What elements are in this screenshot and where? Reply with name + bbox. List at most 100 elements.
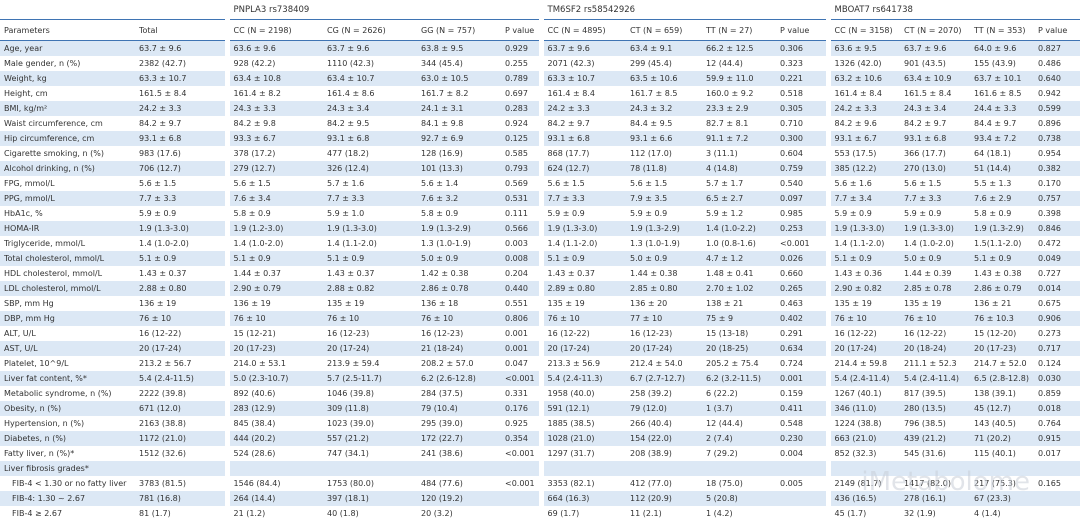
cell: 24.3 ± 3.2 <box>626 100 703 116</box>
cell: 6 (22.2) <box>706 388 738 398</box>
cell: 24.2 ± 3.3 <box>135 100 227 116</box>
cell: 76 ± 10 <box>825 310 901 326</box>
cell: 82.7 ± 8.1 <box>706 118 749 128</box>
cell: 63.7 ± 10.1 <box>970 70 1035 86</box>
row-label: Triglyceride, mmol/L <box>4 238 86 248</box>
cell: 1.43 ± 0.36 <box>825 265 901 281</box>
cell: 0.896 <box>1038 118 1061 128</box>
cell: 40 (1.8) <box>327 508 359 518</box>
cell: 0.159 <box>780 388 803 398</box>
cell: 0.640 <box>1034 70 1080 86</box>
cell: 378 (17.2) <box>224 145 323 161</box>
cell: 6.2 (2.6-12.8) <box>417 370 501 386</box>
cell: 0.265 <box>776 280 829 296</box>
row-label: Fatty liver, n (%)* <box>4 448 75 458</box>
cell: 0.724 <box>780 358 803 368</box>
cell: 20 (17-24) <box>538 340 627 356</box>
table-row: Total cholesterol, mmol/L 5.1 ± 0.9 5.1 ± … <box>0 250 1080 266</box>
cell: 0.003 <box>505 238 528 248</box>
cell: 0.472 <box>1038 238 1061 248</box>
cell: 20 (17-23) <box>970 340 1035 356</box>
column-header: CC (N = 3158) <box>825 19 901 41</box>
cell: 79 (12.0) <box>626 400 703 416</box>
cell: 0.846 <box>1034 220 1080 236</box>
cell: 5.8 ± 0.9 <box>974 208 1012 218</box>
empty-cell <box>626 460 703 476</box>
cell: 0.323 <box>780 58 803 68</box>
cell: 59.9 ± 11.0 <box>702 70 777 86</box>
cell: 2.85 ± 0.78 <box>900 280 971 296</box>
cell: 21 (1.2) <box>224 505 323 521</box>
cell: 5.8 ± 0.9 <box>421 208 459 218</box>
cell: 0.486 <box>1038 58 1061 68</box>
cell: 161.7 ± 8.2 <box>421 88 469 98</box>
empty-cell <box>501 460 542 476</box>
cell: 0.283 <box>501 100 542 116</box>
cell: 0.165 <box>1038 478 1061 488</box>
cell: 136 ± 19 <box>224 295 323 311</box>
cell: 213.3 ± 56.9 <box>538 355 627 371</box>
table-row: Liver fibrosis grades* <box>0 460 1080 476</box>
cell: 136 ± 20 <box>630 298 668 308</box>
cell: 439 (21.2) <box>900 430 971 446</box>
column-header: P value <box>501 19 542 41</box>
table-row: Fatty liver, n (%)* 1512 (32.6) 524 (28.6)… <box>0 445 1080 461</box>
cell: 1.4 (1.1-2.0) <box>825 235 901 251</box>
table-row: DBP, mm Hg 76 ± 10 76 ± 10 76 ± 10 76 ± 10 0.… <box>0 310 1080 326</box>
column-header: CG (N = 2626) <box>323 19 417 41</box>
cell: 0.985 <box>780 208 803 218</box>
cell: 868 (17.7) <box>538 145 627 161</box>
table-row: Height, cm 161.5 ± 8.4 161.4 ± 8.2 161.4 ± … <box>0 85 1080 101</box>
cell: 161.4 ± 8.2 <box>224 85 323 101</box>
cell: 5.9 ± 0.9 <box>139 208 177 218</box>
table-row: Weight, kg 63.3 ± 10.7 63.4 ± 10.8 63.4 ± 1… <box>0 70 1080 86</box>
cell: 591 (12.1) <box>538 400 627 416</box>
table-row: SBP, mm Hg 136 ± 19 136 ± 19 135 ± 19 136 ± … <box>0 295 1080 311</box>
cell: 136 ± 21 <box>974 298 1012 308</box>
cell: 212.4 ± 54.0 <box>630 358 683 368</box>
cell: 7.6 ± 3.4 <box>224 190 323 206</box>
column-header: TT (N = 353) <box>970 19 1035 41</box>
cell: 84.2 ± 9.6 <box>825 115 901 131</box>
cell: 0.030 <box>1034 370 1080 386</box>
cell: 5.9 ± 1.0 <box>327 208 365 218</box>
cell: 7.9 ± 3.5 <box>626 190 703 206</box>
cell: 84.2 ± 9.5 <box>327 118 370 128</box>
cell: 266 (40.4) <box>630 418 672 428</box>
cell: 63.6 ± 9.5 <box>825 40 901 56</box>
row-label: Hypertension, n (%) <box>4 418 85 428</box>
cell: 24.4 ± 3.3 <box>970 100 1035 116</box>
cell: 63.7 ± 9.6 <box>538 40 627 56</box>
cell: 241 (38.6) <box>421 448 463 458</box>
row-label: Liver fat content, %* <box>0 370 135 386</box>
cell: 1110 (42.3) <box>327 58 374 68</box>
cell: 5.6 ± 1.4 <box>421 178 459 188</box>
cell: 5.6 ± 1.5 <box>538 175 627 191</box>
cell: 0.008 <box>501 250 542 266</box>
cell: 0.014 <box>1034 280 1080 296</box>
cell: 172 (22.7) <box>417 430 501 446</box>
cell: 24.2 ± 3.3 <box>538 100 627 116</box>
cell: 5.1 ± 0.9 <box>323 250 417 266</box>
cell: 0.255 <box>505 58 528 68</box>
row-label: HbA1c, % <box>4 208 43 218</box>
cell: 0.097 <box>776 190 829 206</box>
cell: 1224 (38.8) <box>825 415 901 431</box>
cell: 76 ± 10.3 <box>970 310 1035 326</box>
cell: 7.6 ± 3.2 <box>417 190 501 206</box>
cell: 444 (20.2) <box>224 430 323 446</box>
row-label: FIB-4: 1.30 ~ 2.67 <box>0 490 135 506</box>
cell: 0.764 <box>1038 418 1061 428</box>
cell: 1.48 ± 0.41 <box>706 268 754 278</box>
cell: 0.463 <box>780 298 803 308</box>
row-label: BMI, kg/m² <box>0 100 135 116</box>
cell: 2.85 ± 0.80 <box>626 280 703 296</box>
cell: 706 (12.7) <box>135 160 227 176</box>
table-row: Metabolic syndrome, n (%) 2222 (39.8) 892 … <box>0 385 1080 401</box>
cell: 1.9 (1.3-2.9) <box>626 220 703 236</box>
table-row: FIB-4 ≥ 2.67 81 (1.7) 21 (1.2) 40 (1.8) 20 (… <box>0 505 1080 521</box>
empty-cell <box>825 460 901 476</box>
cell: 7.7 ± 3.3 <box>135 190 227 206</box>
table-row: Platelet, 10^9/L 213.2 ± 56.7 214.0 ± 53.1… <box>0 355 1080 371</box>
